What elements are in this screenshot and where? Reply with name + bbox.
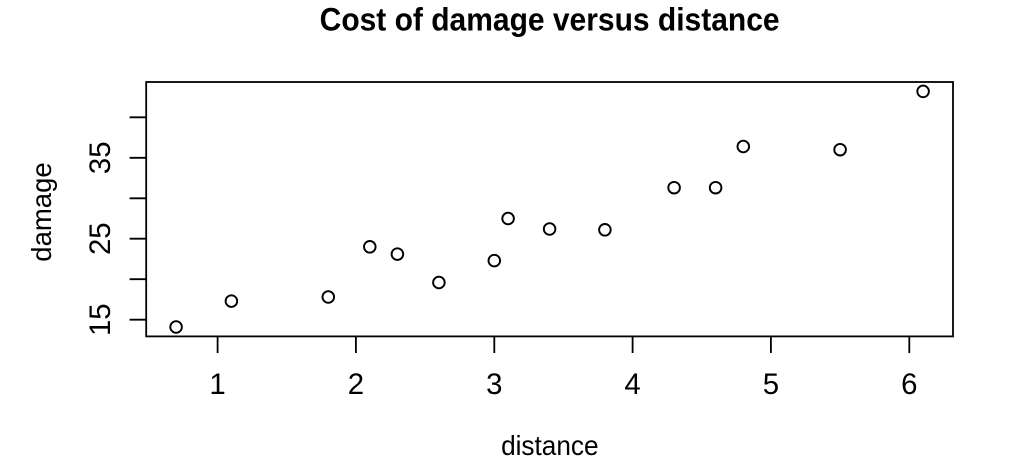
svg-text:damage: damage [26, 162, 57, 261]
svg-text:Cost of damage versus distance: Cost of damage versus distance [320, 1, 780, 37]
svg-text:3: 3 [486, 368, 502, 401]
svg-text:1: 1 [209, 368, 225, 401]
svg-text:6: 6 [901, 368, 917, 401]
svg-text:35: 35 [84, 141, 117, 174]
svg-text:15: 15 [84, 303, 117, 336]
svg-text:5: 5 [763, 368, 779, 401]
svg-text:4: 4 [624, 368, 640, 401]
svg-text:distance: distance [501, 430, 598, 461]
svg-text:2: 2 [348, 368, 364, 401]
svg-text:25: 25 [84, 222, 117, 255]
